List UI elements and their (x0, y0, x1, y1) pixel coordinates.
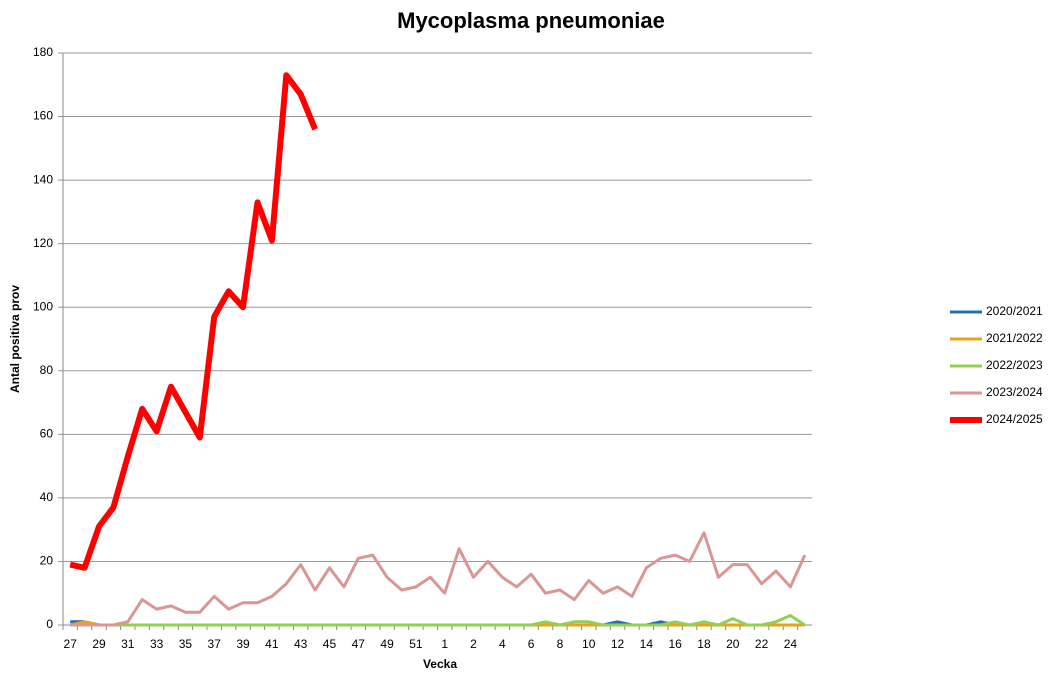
y-tick-label: 60 (40, 427, 54, 441)
x-tick-label: 10 (582, 637, 596, 651)
series-line (70, 614, 806, 627)
x-tick-label: 16 (668, 637, 682, 651)
y-tick-label: 80 (40, 363, 54, 377)
x-tick-label: 35 (179, 637, 193, 651)
y-tick-label: 120 (33, 236, 53, 250)
x-tick-label: 12 (611, 637, 625, 651)
y-axis-title: Antal positiva prov (8, 285, 22, 393)
x-tick-label: 37 (208, 637, 222, 651)
x-tick-label: 22 (755, 637, 769, 651)
legend-label: 2023/2024 (986, 385, 1043, 399)
x-tick-label: 8 (557, 637, 564, 651)
x-tick-label: 27 (64, 637, 78, 651)
x-tick-label: 47 (352, 637, 366, 651)
x-tick-label: 31 (121, 637, 135, 651)
y-tick-label: 40 (40, 490, 54, 504)
legend-label: 2020/2021 (986, 304, 1043, 318)
x-tick-label: 41 (265, 637, 279, 651)
legend-label: 2021/2022 (986, 331, 1043, 345)
chart-title: Mycoplasma pneumoniae (397, 8, 665, 33)
x-tick-label: 14 (640, 637, 654, 651)
y-tick-label: 140 (33, 172, 53, 186)
y-tick-label: 180 (33, 45, 53, 59)
x-tick-label: 51 (409, 637, 423, 651)
series-line (69, 72, 318, 571)
series-line (70, 531, 807, 627)
x-tick-label: 1 (441, 637, 448, 651)
x-tick-label: 4 (499, 637, 506, 651)
x-tick-label: 2 (470, 637, 477, 651)
x-tick-label: 39 (236, 637, 250, 651)
legend-label: 2024/2025 (986, 412, 1043, 426)
x-axis-title: Vecka (423, 657, 457, 671)
x-tick-label: 49 (380, 637, 394, 651)
x-tick-label: 45 (323, 637, 337, 651)
x-tick-label: 33 (150, 637, 164, 651)
x-tick-label: 18 (697, 637, 711, 651)
x-tick-label: 43 (294, 637, 308, 651)
legend-label: 2022/2023 (986, 358, 1043, 372)
y-tick-label: 20 (40, 554, 54, 568)
x-tick-label: 6 (528, 637, 535, 651)
x-tick-label: 24 (784, 637, 798, 651)
x-tick-label: 20 (726, 637, 740, 651)
x-tick-label: 29 (92, 637, 106, 651)
y-tick-label: 0 (46, 617, 53, 631)
y-tick-label: 160 (33, 109, 53, 123)
y-tick-label: 100 (33, 299, 53, 313)
